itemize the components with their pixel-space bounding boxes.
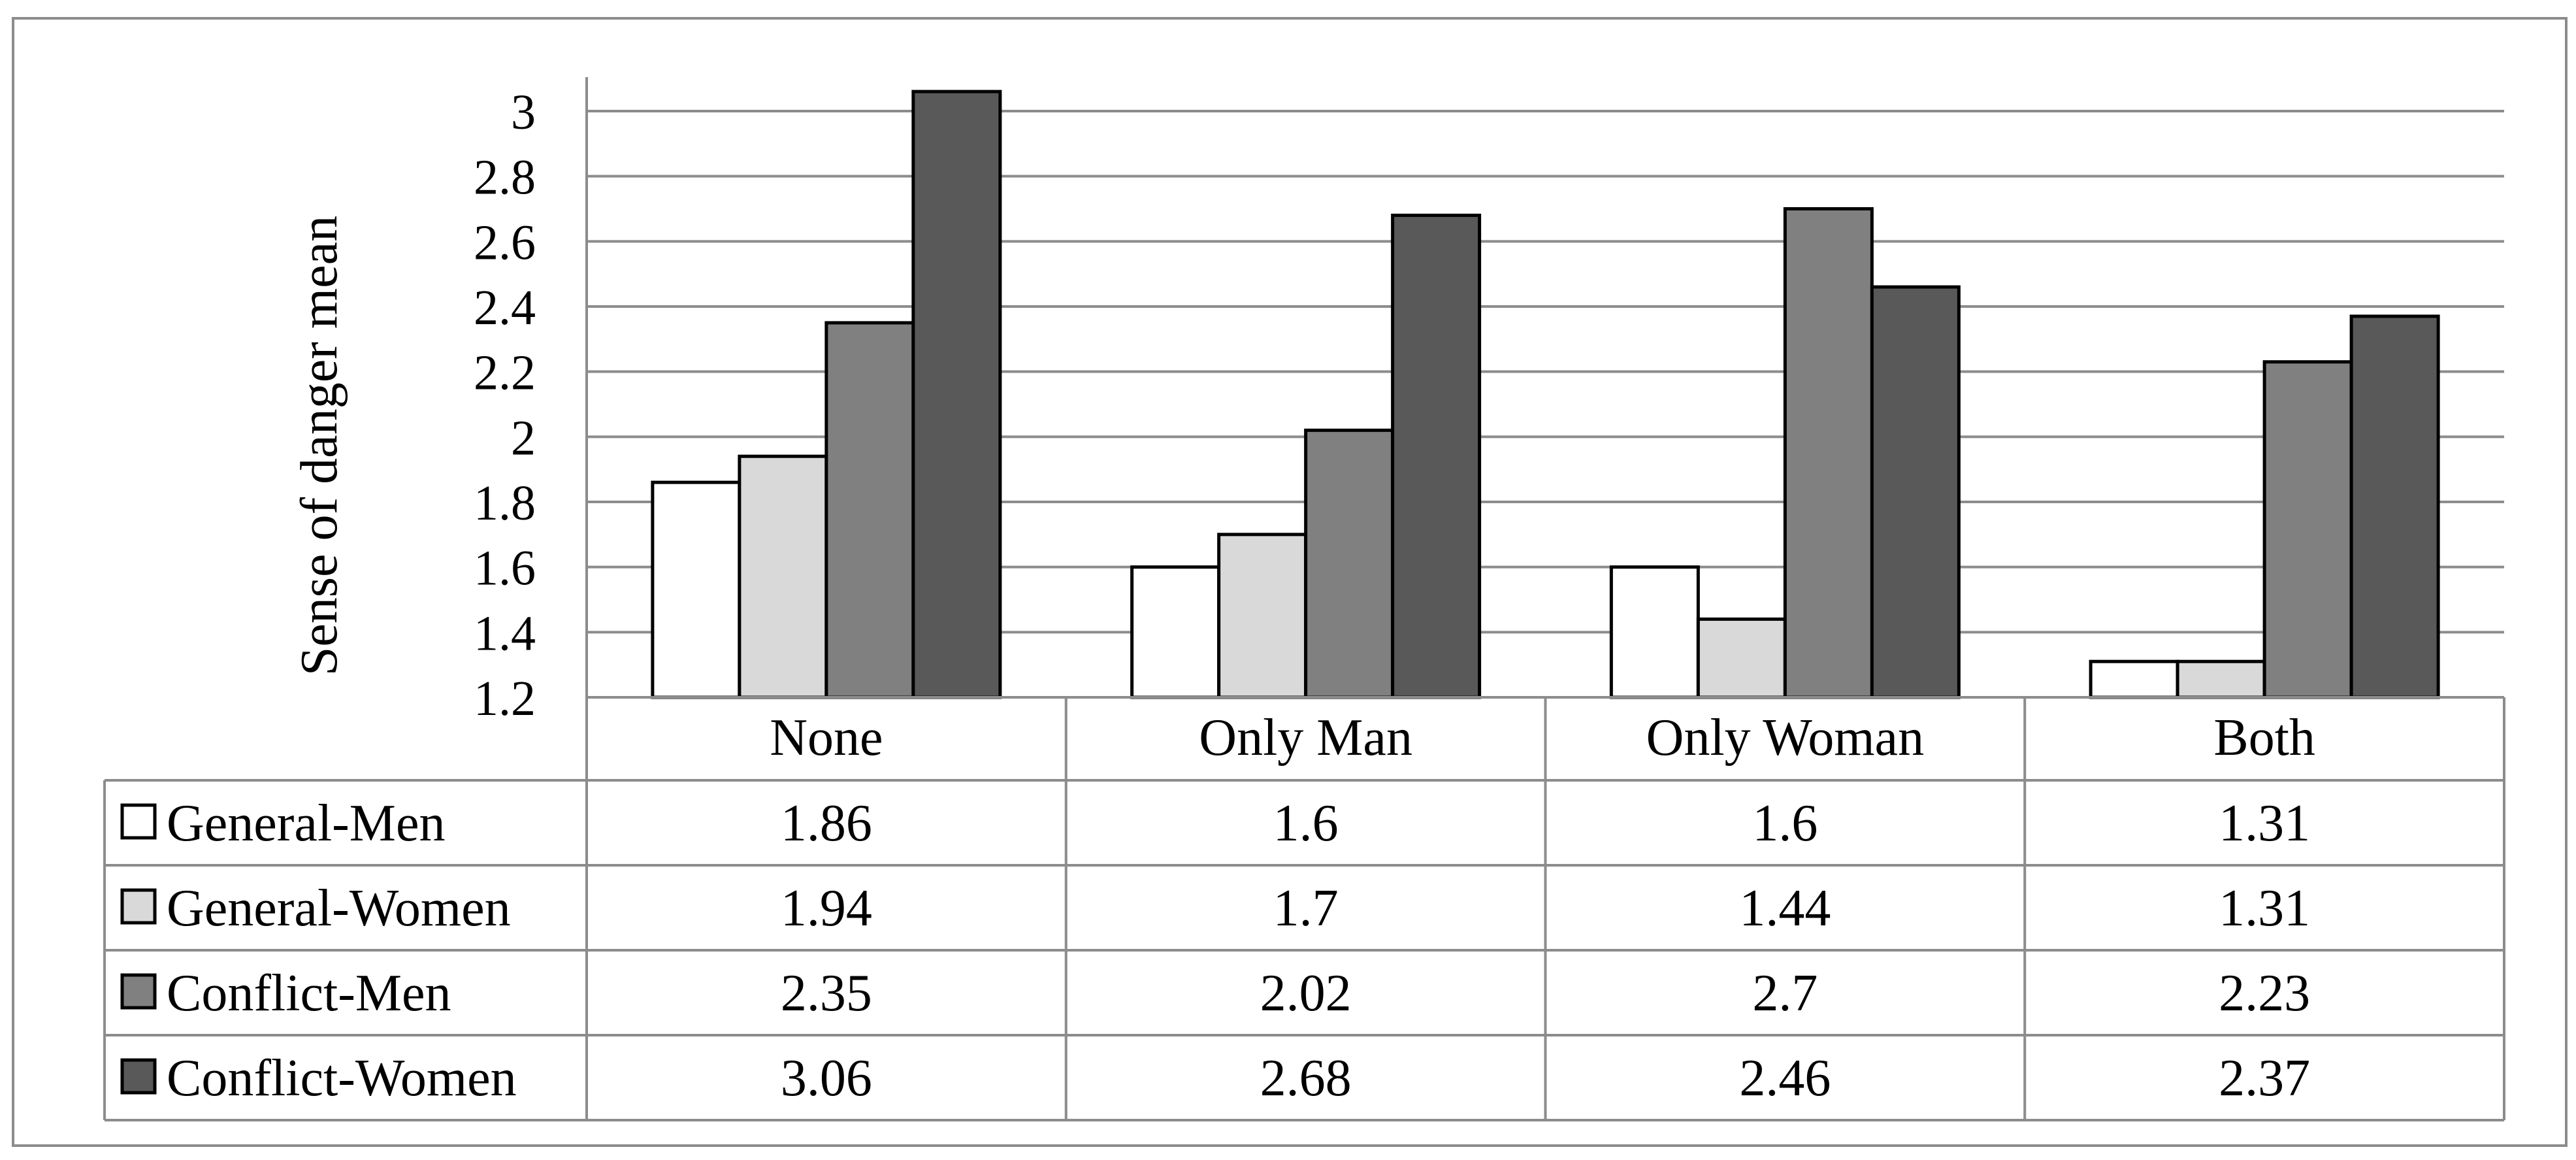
y-tick-label: 2.2 [474,346,536,401]
y-axis-title: Sense of danger mean [291,216,348,676]
y-tick-label: 1.2 [474,671,536,726]
data-table-value: 1.6 [1273,795,1339,852]
data-table-value: 2.7 [1752,965,1818,1022]
bar [1304,428,1395,699]
legend-label: Conflict-Women [167,1050,517,1107]
data-table-value: 1.31 [2219,880,2310,937]
bar [2262,360,2353,699]
data-table-value: 1.94 [781,880,872,937]
legend-label: Conflict-Men [167,965,451,1022]
y-tick-labels: 1.2 1.4 1.6 1.8 2 2.2 2.4 2.6 2.8 3 [474,85,536,726]
bar [1217,533,1308,699]
y-tick-label: 2.8 [474,150,536,205]
legend-swatch [120,803,157,840]
data-table: None Only Man Only Woman Both General-Men 1.8… [103,696,2505,1121]
bar [824,321,915,699]
category-label: Only Woman [1646,709,1924,767]
data-table-value: 1.44 [1739,880,1831,937]
data-table-value: 2.37 [2219,1050,2310,1107]
y-tick-label: 3 [511,85,536,140]
y-tick-label: 2 [511,410,536,465]
bar [1696,617,1787,699]
data-table-value: 1.31 [2219,795,2310,852]
category-label: Only Man [1199,709,1412,767]
y-tick-label: 2.6 [474,215,536,270]
data-table-value: 2.68 [1260,1050,1352,1107]
bar [651,480,742,699]
bar [1783,207,1874,699]
bar [2089,659,2179,699]
data-table-value: 2.35 [781,965,872,1022]
legend-swatch [120,973,157,1010]
bar [2349,314,2440,699]
bar [1391,213,1482,699]
bar [738,454,828,699]
category-label: Both [2213,709,2315,767]
bar [1130,565,1221,699]
data-table-value: 2.02 [1260,965,1352,1022]
y-tick-label: 1.4 [474,606,536,661]
data-table-value: 3.06 [781,1050,872,1107]
legend-label: General-Men [167,795,445,852]
legend-label: General-Women [167,880,511,937]
y-tick-label: 1.6 [474,541,536,596]
bar [911,90,1002,699]
bar [2176,659,2266,699]
legend-swatch [120,888,157,925]
y-tick-label: 1.8 [474,476,536,531]
legend-swatch [120,1058,157,1095]
y-tick-label: 2.4 [474,280,536,335]
data-table-value: 1.7 [1273,880,1339,937]
bar [1609,565,1700,699]
bar [1870,285,1961,699]
data-table-value: 2.23 [2219,965,2310,1022]
data-table-value: 2.46 [1739,1050,1831,1107]
data-table-value: 1.6 [1752,795,1818,852]
category-label: None [770,709,883,767]
data-table-value: 1.86 [781,795,872,852]
